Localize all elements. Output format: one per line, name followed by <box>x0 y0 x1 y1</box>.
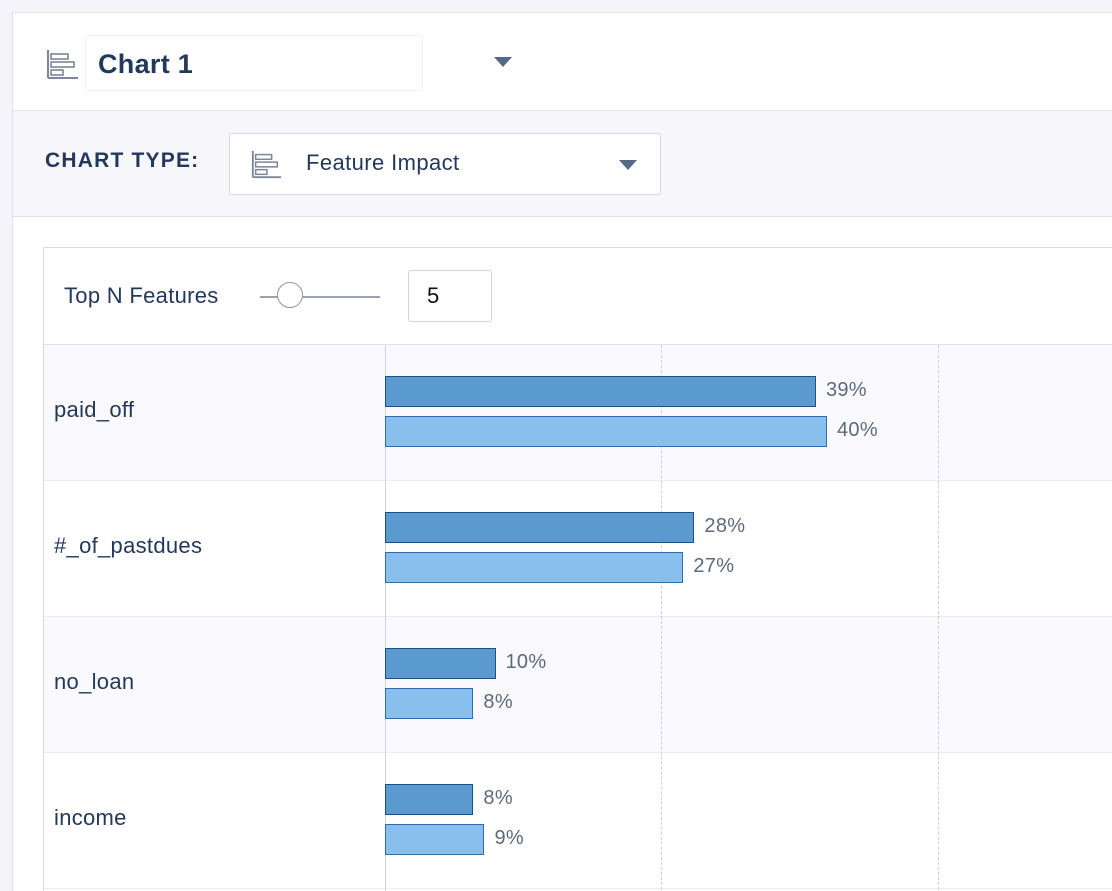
chart-row: no_loan <box>44 617 1112 753</box>
bar-series-2[interactable] <box>385 416 827 447</box>
bar-series-1[interactable] <box>385 512 695 543</box>
data-label: 28% <box>704 515 746 537</box>
y-axis-line <box>385 345 386 891</box>
chart-header: Chart 1 <box>13 13 1112 111</box>
top-n-input[interactable] <box>408 270 492 322</box>
bar-chart-icon <box>251 150 282 179</box>
top-n-slider-thumb[interactable] <box>277 282 303 308</box>
data-label: 8% <box>483 691 513 713</box>
category-label: no_loan <box>54 669 135 694</box>
top-n-label: Top N Features <box>64 283 219 308</box>
category-label: income <box>54 805 127 830</box>
data-label: 39% <box>825 379 867 401</box>
chart-row: income <box>44 753 1112 889</box>
row-divider <box>44 616 1112 617</box>
chart-editor: Chart 1 CHART TYPE: Feature Impact Top N… <box>12 12 1112 891</box>
caret-down-icon[interactable] <box>619 160 637 170</box>
bar-series-2[interactable] <box>385 552 684 583</box>
data-label: 27% <box>693 555 735 577</box>
data-label: 9% <box>494 827 524 849</box>
bar-series-1[interactable] <box>385 376 816 407</box>
chart-type-label: CHART TYPE: <box>45 149 200 172</box>
category-label: #_of_pastdues <box>54 533 203 558</box>
caret-down-icon[interactable] <box>494 57 512 67</box>
chart-type-bar: CHART TYPE: Feature Impact <box>13 111 1112 217</box>
chart-name: Chart 1 <box>98 49 194 79</box>
chart-type-value: Feature Impact <box>306 150 460 175</box>
chart-row: #_of_pastdues <box>44 481 1112 617</box>
bar-series-1[interactable] <box>385 648 496 679</box>
data-label: 10% <box>505 651 547 673</box>
chart-name-field[interactable]: Chart 1 <box>85 35 423 91</box>
data-label: 8% <box>483 787 513 809</box>
feature-impact-panel: Top N Features paid_off #_of_pastdues no_l… <box>43 247 1112 891</box>
chart-type-select[interactable]: Feature Impact <box>229 133 661 195</box>
gridline <box>937 345 939 891</box>
bar-series-1[interactable] <box>385 784 474 815</box>
row-divider <box>44 752 1112 753</box>
top-n-controls: Top N Features <box>44 248 1112 345</box>
top-n-slider-track[interactable] <box>260 296 380 298</box>
bar-series-2[interactable] <box>385 824 485 855</box>
bar-series-2[interactable] <box>385 688 474 719</box>
category-label: paid_off <box>54 397 135 422</box>
row-divider <box>44 888 1112 889</box>
bar-chart-icon <box>47 50 78 79</box>
chart-row: paid_off <box>44 345 1112 481</box>
data-label: 40% <box>837 419 878 441</box>
gridline <box>661 345 663 891</box>
row-divider <box>44 480 1112 481</box>
